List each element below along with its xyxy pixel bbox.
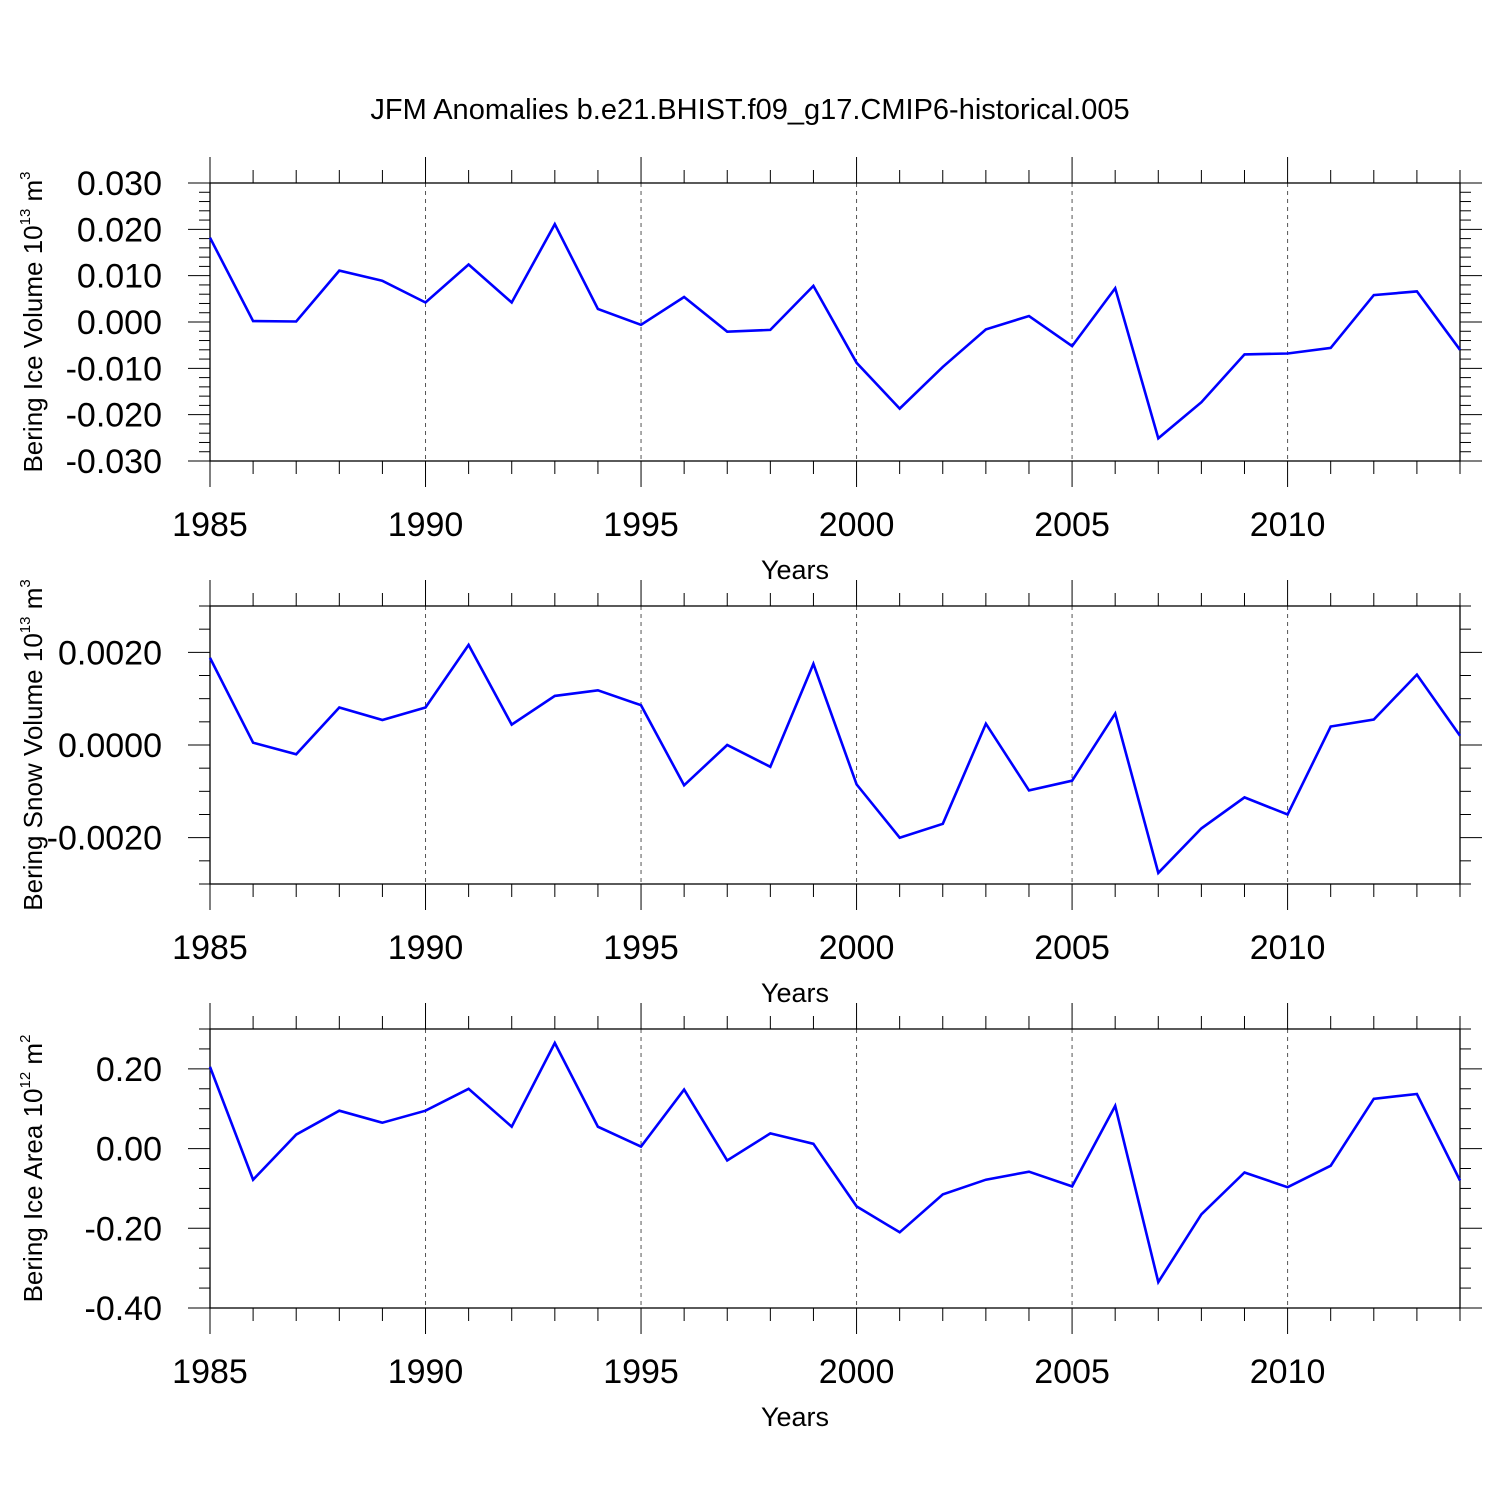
- y-axis-label-text: Bering Ice Area 10: [18, 1089, 48, 1303]
- y-tick-label: 0.020: [77, 211, 162, 249]
- x-tick-label: 2010: [1250, 929, 1326, 967]
- y-axis-label-text: m: [18, 588, 48, 617]
- y-tick-label: -0.20: [85, 1210, 163, 1248]
- x-tick-label: 1990: [388, 506, 464, 544]
- x-tick-label: 2010: [1250, 1353, 1326, 1391]
- y-axis-label: Bering Ice Area 1012 m2: [17, 1035, 48, 1303]
- y-axis-label-exponent: 12: [17, 1072, 34, 1089]
- x-tick-label: 2000: [819, 929, 895, 967]
- y-axis-label-exponent: 13: [17, 617, 34, 634]
- y-tick-label: 0.030: [77, 165, 162, 203]
- figure-title: JFM Anomalies b.e21.BHIST.f09_g17.CMIP6-…: [370, 94, 1129, 126]
- x-tick-label: 1985: [172, 929, 248, 967]
- x-axis-label: Years: [761, 978, 829, 1008]
- plot-frame: [209, 605, 1461, 885]
- y-tick-label: 0.20: [96, 1051, 162, 1089]
- x-tick-label: 2010: [1250, 506, 1326, 544]
- x-tick-label: 1995: [603, 506, 679, 544]
- y-tick-label: 0.010: [77, 258, 162, 296]
- x-axis-label: Years: [761, 1402, 829, 1432]
- x-tick-label: 1990: [388, 929, 464, 967]
- y-axis-label: Bering Snow Volume 1013 m3: [17, 579, 48, 910]
- x-tick-label: 1985: [172, 1353, 248, 1391]
- y-axis-label-exponent: 2: [17, 1035, 34, 1043]
- y-tick-label: -0.030: [66, 443, 162, 481]
- series-line-ice-area: [208, 1040, 1462, 1286]
- x-tick-label: 1995: [603, 1353, 679, 1391]
- y-axis-label-text: Bering Snow Volume 10: [18, 633, 48, 911]
- y-axis-label: Bering Ice Volume 1013 m3: [17, 171, 48, 472]
- panel-snow-volume: -0.0020 0.0000 0.0020 1985 1990 1995 2000 2005 2…: [17, 579, 1482, 1008]
- series-line-snow-volume: [208, 642, 1462, 876]
- y-tick-label: -0.020: [66, 397, 162, 435]
- x-tick-label: 1990: [388, 1353, 464, 1391]
- x-tick-label: 2000: [819, 1353, 895, 1391]
- y-tick-label: 0.00: [96, 1131, 162, 1169]
- y-tick-label: 0.0000: [58, 727, 162, 765]
- panel-ice-volume: -0.030 -0.020 -0.010 0.000 0.010 0.020 0.030 19…: [17, 157, 1482, 585]
- x-tick-label: 1985: [172, 506, 248, 544]
- y-axis-label-text: m: [18, 1043, 48, 1072]
- x-tick-label: 2000: [819, 506, 895, 544]
- y-tick-label: 0.0020: [58, 634, 162, 672]
- panel-ice-area: -0.40 -0.20 0.00 0.20 1985 1990 1995 2000 2005 20…: [17, 1003, 1482, 1432]
- x-tick-label: 2005: [1034, 1353, 1110, 1391]
- x-tick-label: 2005: [1034, 929, 1110, 967]
- series-line-ice-volume: [208, 221, 1462, 441]
- y-tick-label: -0.0020: [47, 820, 162, 858]
- y-axis-label-exponent: 13: [17, 209, 34, 226]
- x-tick-label: 1995: [603, 929, 679, 967]
- y-axis-label-text: Bering Ice Volume 10: [18, 225, 48, 472]
- x-axis-label: Years: [761, 555, 829, 585]
- plot-frame: [209, 1028, 1461, 1309]
- x-tick-label: 2005: [1034, 506, 1110, 544]
- y-axis-label-text: m: [18, 180, 48, 209]
- y-tick-label: -0.40: [85, 1290, 163, 1328]
- y-tick-label: 0.000: [77, 304, 162, 342]
- y-axis-label-exponent: 3: [17, 171, 34, 179]
- y-axis-label-exponent: 3: [17, 579, 34, 587]
- y-tick-label: -0.010: [66, 350, 162, 388]
